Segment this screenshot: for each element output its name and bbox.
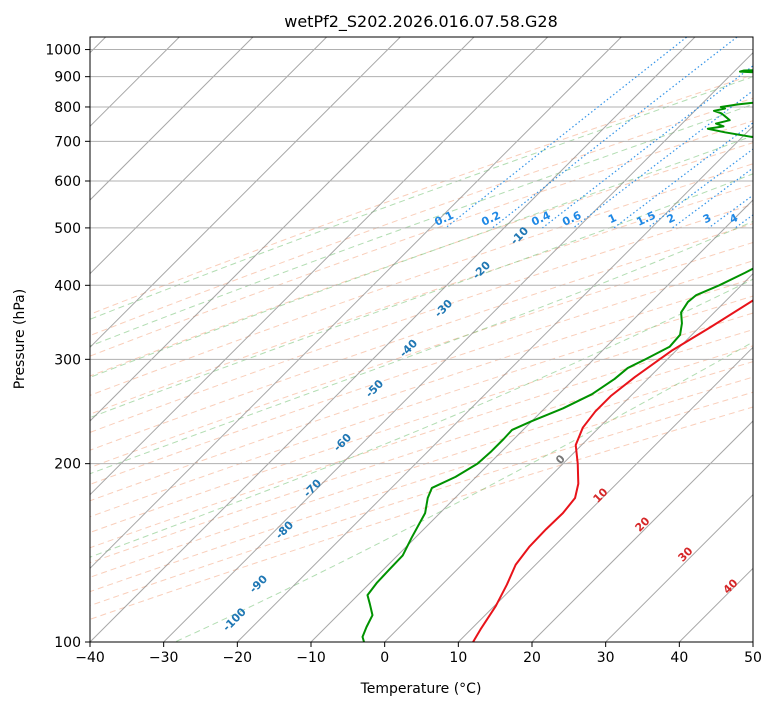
x-tick-label: 10 [449,650,467,666]
isotherm-line [384,272,753,642]
y-tick-label: 300 [54,352,81,368]
x-tick-label: 50 [744,650,762,666]
y-tick-label: 600 [54,174,81,190]
x-tick-label: −20 [223,650,253,666]
x-tick-label: 40 [670,650,688,666]
dry-adiabat [90,361,753,578]
y-tick-label: 100 [54,635,81,651]
y-axis-label: Pressure (hPa) [12,289,28,389]
y-tick-label: 400 [54,278,81,294]
isotherm-line [90,37,401,349]
x-tick-label: −40 [75,650,105,666]
mixing-ratio-line [492,37,739,229]
chart-title: wetPf2_S202.2026.016.07.58.G28 [284,12,558,32]
isotherm-line [310,199,753,642]
dry-adiabat [90,295,753,518]
x-tick-label: 30 [597,650,615,666]
isotherm-line [163,51,753,642]
dewpoint-line [361,69,753,642]
isotherm-line [90,37,622,570]
isotherm-line [90,37,254,201]
mixing-ratio-line [542,65,753,229]
x-axis: −40 −30 −20 −10 0 10 20 30 40 50 [75,642,762,666]
y-tick-label: 900 [54,70,81,86]
isotherm-line [605,493,753,642]
dry-adiabat [90,203,753,433]
dry-adiabat [90,241,753,469]
isotherm-line [90,37,696,642]
isotherm-line [531,420,753,642]
temperature-line [472,299,753,642]
x-tick-label: −30 [149,650,179,666]
isotherm-line [236,125,753,642]
dry-adiabat [90,183,753,415]
y-axis: 1000 900 800 700 600 500 400 300 200 100 [45,43,90,651]
isotherm-line [90,37,475,422]
y-tick-label: 800 [54,100,81,116]
plot-frame [89,36,754,643]
isotherm-line [457,346,753,642]
moist-adiabat [90,278,753,558]
dry-adiabat [90,391,753,607]
x-tick-label: 0 [380,650,389,666]
isotherm-line [90,37,328,275]
x-tick-label: −10 [296,650,326,666]
y-tick-label: 1000 [45,43,81,59]
moist-adiabat [174,341,753,642]
series-layer [361,69,753,642]
dry-adiabat [90,163,753,396]
x-tick-label: 20 [523,650,541,666]
moist-adiabat [90,173,753,419]
mixing-ratio-line [647,148,753,229]
dry-adiabat [90,278,753,502]
x-axis-label: Temperature (°C) [360,681,482,697]
grid-layer [90,37,753,642]
y-tick-label: 200 [54,457,81,473]
mixing-ratio-line [572,89,753,229]
y-tick-label: 500 [54,221,81,237]
y-tick-label: 700 [54,134,81,150]
isotherm-line [90,37,549,496]
dry-adiabat [90,329,753,549]
